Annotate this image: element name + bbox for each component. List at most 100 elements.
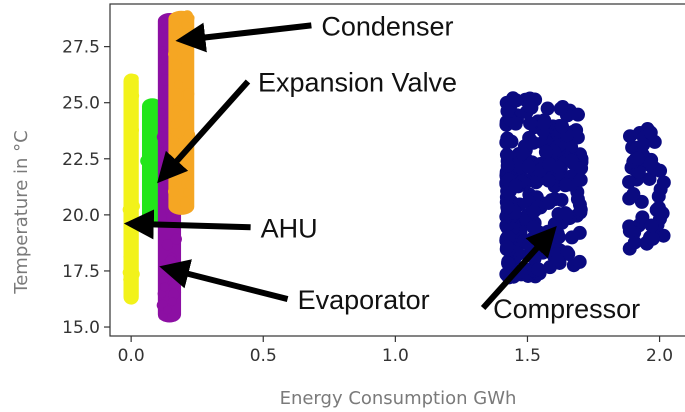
- data-point: [643, 125, 658, 140]
- axes-layer: 0.0 0.5 1.0 1.5 2.0 15.0 17.5 20.0 22.5 25.0 27.5: [62, 38, 673, 366]
- data-point: [564, 153, 579, 168]
- y-tick-label: 20.0: [62, 206, 100, 226]
- data-point: [499, 147, 514, 162]
- data-point: [644, 218, 659, 233]
- annotation-evaporator: Evaporator: [159, 259, 430, 315]
- data-point: [181, 101, 193, 113]
- data-point: [627, 235, 642, 250]
- series-expansion-valve: [140, 98, 165, 227]
- data-point: [626, 187, 641, 202]
- data-point: [168, 19, 180, 30]
- data-point: [531, 262, 546, 277]
- annotation-label: Expansion Valve: [258, 67, 457, 97]
- data-point: [147, 156, 159, 168]
- data-point: [553, 101, 568, 116]
- data-point: [183, 88, 195, 100]
- annotation-arrow: [480, 225, 557, 311]
- data-point: [572, 225, 587, 240]
- data-point: [559, 177, 574, 192]
- data-point: [185, 13, 195, 23]
- data-point: [168, 49, 178, 60]
- data-point: [526, 220, 541, 235]
- data-point: [541, 195, 556, 210]
- data-point: [125, 136, 135, 147]
- data-point: [635, 210, 650, 225]
- data-point: [573, 172, 588, 187]
- data-point: [504, 134, 519, 149]
- data-point: [179, 161, 191, 173]
- data-point: [500, 200, 515, 215]
- data-point: [642, 171, 657, 186]
- data-point: [500, 104, 515, 119]
- data-point: [550, 252, 565, 267]
- data-point: [507, 93, 522, 108]
- data-point: [555, 119, 570, 134]
- data-point: [184, 129, 196, 141]
- data-point: [645, 231, 660, 246]
- data-point: [523, 116, 538, 131]
- data-point: [124, 146, 136, 158]
- data-point: [536, 116, 551, 131]
- data-point: [500, 240, 515, 255]
- annotation-label: AHU: [261, 213, 318, 243]
- data-point: [158, 64, 168, 74]
- data-point: [522, 99, 537, 114]
- x-tick-label: 2.0: [646, 346, 673, 366]
- data-point: [572, 254, 587, 269]
- data-point: [161, 239, 173, 251]
- data-point: [656, 228, 671, 243]
- annotation-arrow: [157, 79, 251, 184]
- data-point: [168, 289, 180, 301]
- data-point: [542, 157, 557, 172]
- annotation-label: Evaporator: [298, 285, 430, 315]
- data-point: [174, 116, 185, 127]
- data-point: [651, 189, 666, 204]
- annotation-compressor: Compressor: [480, 225, 640, 324]
- data-point: [515, 146, 530, 161]
- x-tick-label: 1.0: [382, 346, 409, 366]
- data-point: [146, 184, 156, 194]
- y-tick-label: 17.5: [62, 262, 100, 282]
- data-point: [574, 161, 589, 176]
- data-point: [128, 274, 138, 284]
- data-point: [521, 159, 536, 174]
- data-point: [125, 187, 137, 199]
- annotation-label: Condenser: [321, 11, 453, 41]
- data-point: [631, 164, 646, 179]
- data-point: [165, 255, 177, 267]
- data-point: [157, 108, 166, 117]
- data-point: [570, 107, 585, 122]
- data-point: [174, 80, 183, 89]
- series-condenser: [167, 10, 196, 215]
- x-tick-label: 0.5: [250, 346, 277, 366]
- data-point: [130, 91, 140, 101]
- data-point: [183, 187, 193, 197]
- data-point: [622, 175, 637, 190]
- y-axis-label: Temperature in °C: [11, 130, 32, 294]
- data-point: [573, 202, 588, 217]
- data-point: [147, 210, 157, 220]
- annotation-arrow: [159, 259, 289, 302]
- data-point: [508, 116, 523, 131]
- annotation-ahu: AHU: [123, 209, 318, 243]
- annotation-label: Compressor: [493, 294, 640, 324]
- data-point: [541, 173, 556, 188]
- data-point: [170, 233, 182, 245]
- data-point: [168, 297, 177, 307]
- data-point: [163, 305, 172, 315]
- annotation-condenser: Condenser: [175, 11, 453, 53]
- data-point: [501, 256, 516, 271]
- data-point: [171, 167, 180, 176]
- data-point: [643, 156, 658, 171]
- data-point: [508, 178, 523, 193]
- data-point: [129, 126, 139, 136]
- data-point: [123, 251, 134, 263]
- data-point: [160, 282, 169, 292]
- data-point: [157, 289, 167, 299]
- data-point: [656, 175, 671, 190]
- data-point: [500, 158, 515, 173]
- data-point: [636, 137, 651, 152]
- data-point: [560, 245, 575, 260]
- data-point: [526, 204, 541, 219]
